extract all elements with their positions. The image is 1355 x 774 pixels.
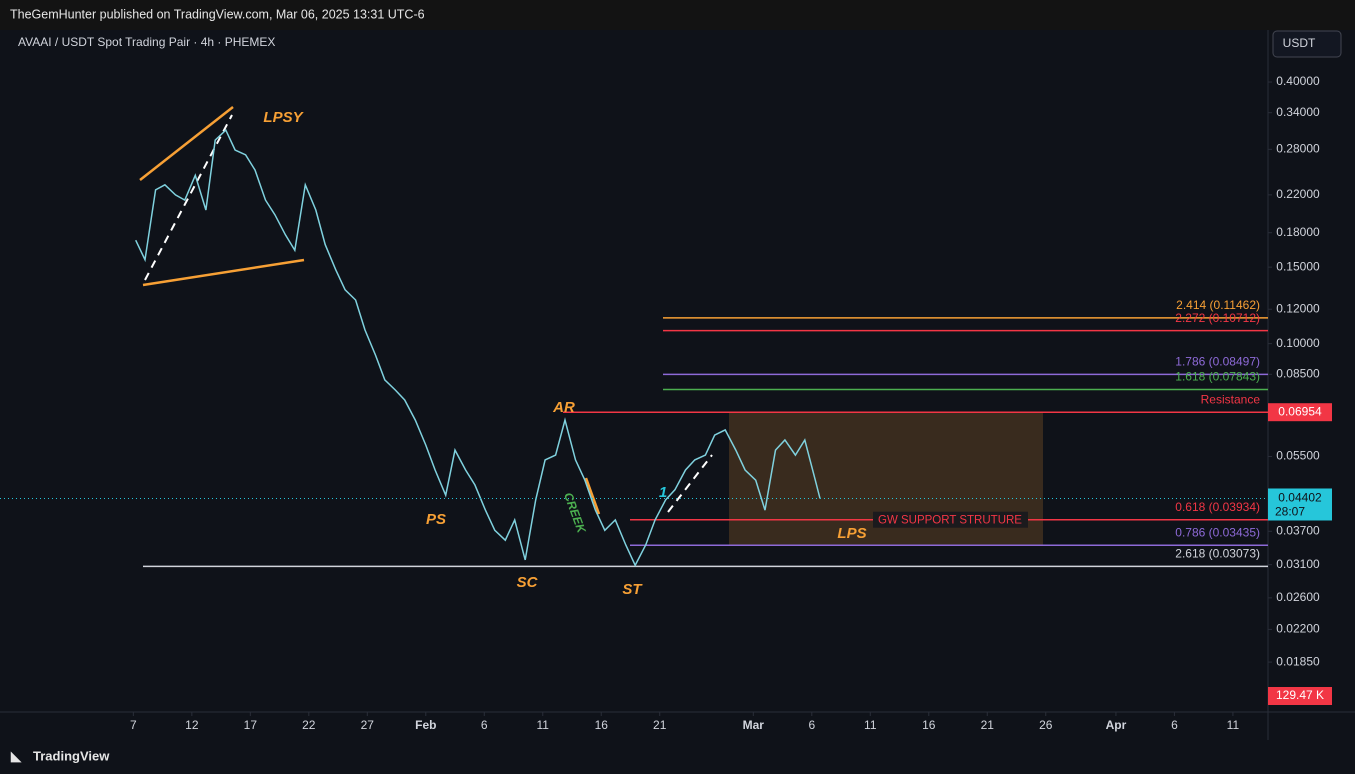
trendline [667, 454, 713, 513]
y-tick-label: 0.03100 [1276, 557, 1320, 571]
trendline [139, 106, 234, 181]
support-label: GW SUPPORT STRUTURE [878, 515, 1022, 527]
annotation: ST [622, 581, 643, 598]
annotation: 1 [659, 484, 667, 501]
level-label: Resistance [1201, 392, 1261, 406]
level-label: 1.786 (0.08497) [1175, 355, 1260, 369]
y-tick-label: 0.05500 [1276, 449, 1320, 463]
level-label: 1.618 (0.07843) [1175, 370, 1260, 384]
x-tick-label: Mar [743, 718, 765, 732]
x-tick-label: 22 [302, 718, 316, 732]
trendline [144, 114, 233, 281]
x-tick-label: 6 [481, 718, 488, 732]
y-tick-label: 0.01850 [1276, 654, 1320, 668]
annotation: SC [517, 574, 539, 591]
x-tick-label: 11 [537, 718, 550, 732]
support-label-bg [873, 511, 1028, 528]
publisher: TheGemHunter published on TradingView.co… [10, 7, 425, 21]
y-tick-label: 0.15000 [1276, 259, 1320, 273]
last-price-tag [1268, 488, 1332, 521]
last-price-label: 0.04402 [1278, 491, 1322, 505]
x-tick-label: 11 [1227, 718, 1240, 732]
currency-button[interactable] [1272, 30, 1342, 58]
volume-label: 129.47 K [1276, 688, 1324, 702]
level-label: 2.272 (0.10712) [1175, 311, 1260, 325]
creek-line [584, 477, 601, 515]
y-tick-label: 0.02200 [1276, 622, 1320, 636]
x-tick-label: 11 [864, 718, 877, 732]
countdown: 28:07 [1275, 505, 1305, 519]
y-tick-label: 0.08500 [1276, 366, 1320, 380]
x-tick-label: 21 [653, 718, 667, 732]
volume-tag [1268, 687, 1332, 705]
x-tick-label: 16 [595, 718, 609, 732]
header-bar [0, 0, 1355, 30]
x-tick-label: 7 [130, 718, 137, 732]
price-tag-label: 0.06954 [1278, 404, 1322, 418]
y-tick-label: 0.03700 [1276, 523, 1320, 537]
annotation: LPS [837, 525, 866, 542]
level-label: 2.618 (0.03073) [1175, 546, 1260, 560]
y-tick-label: 0.28000 [1276, 142, 1320, 156]
x-tick-label: 21 [981, 718, 995, 732]
x-tick-label: 27 [361, 718, 375, 732]
annotation: LPSY [263, 109, 304, 126]
y-tick-label: 0.22000 [1276, 187, 1320, 201]
x-tick-label: 17 [244, 718, 258, 732]
x-tick-label: 12 [185, 718, 199, 732]
x-tick-label: 6 [808, 718, 815, 732]
trendline [142, 258, 305, 287]
annotation: PS [426, 511, 446, 528]
x-tick-label: 26 [1039, 718, 1053, 732]
y-tick-label: 0.02600 [1276, 590, 1320, 604]
price-line [135, 128, 821, 568]
x-tick-label: 6 [1171, 718, 1178, 732]
currency-button-label[interactable]: USDT [1283, 36, 1316, 50]
x-tick-label: 16 [922, 718, 936, 732]
x-tick-label: Feb [415, 718, 436, 732]
annotation: AR [552, 399, 575, 416]
y-tick-label: 0.40000 [1276, 74, 1320, 88]
y-tick-label: 0.12000 [1276, 301, 1320, 315]
x-tick-label: Apr [1106, 718, 1127, 732]
drawings [139, 106, 713, 515]
level-label: 0.618 (0.03934) [1175, 500, 1260, 514]
level-label: 2.414 (0.11462) [1176, 298, 1260, 312]
y-tick-label: 0.10000 [1276, 336, 1320, 350]
y-tick-label: 0.18000 [1276, 225, 1320, 239]
brand-logo: ◣ [10, 748, 22, 763]
price-tag [1268, 403, 1332, 422]
brand: TradingView [33, 748, 110, 763]
level-label: 0.786 (0.03435) [1175, 525, 1260, 539]
chart-title: AVAAI / USDT Spot Trading Pair · 4h · PH… [18, 35, 275, 49]
y-tick-label: 0.34000 [1276, 105, 1320, 119]
